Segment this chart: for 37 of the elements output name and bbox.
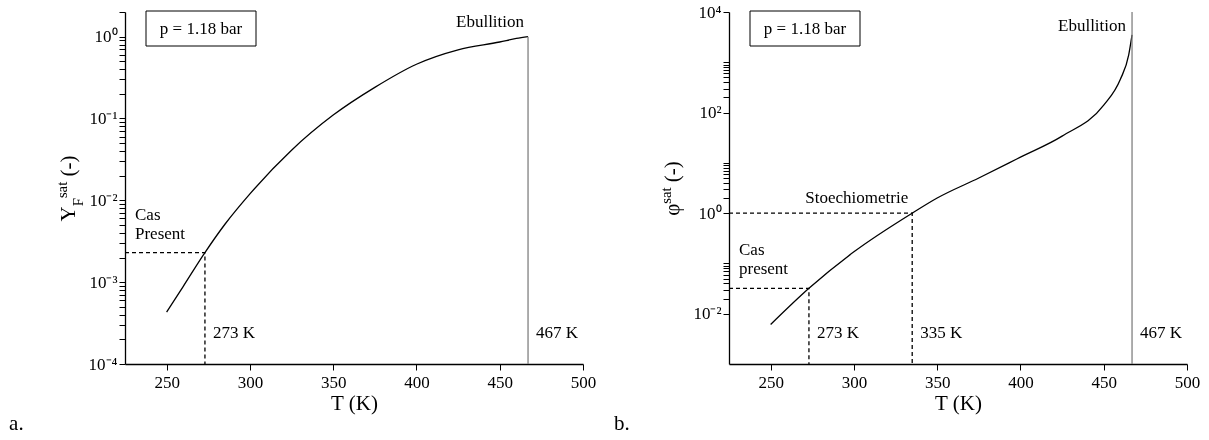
annotation: 273 K bbox=[212, 323, 256, 342]
annotation: Stoechiometrie bbox=[805, 188, 909, 208]
y-tick-label: 10⁰ bbox=[94, 27, 118, 47]
x-tick-label: 300 bbox=[841, 372, 868, 392]
x-tick-label: 300 bbox=[237, 372, 264, 392]
x-tick-label: 500 bbox=[1174, 372, 1201, 392]
y-tick-label: 10⁻² bbox=[89, 190, 118, 210]
x-tick-label: 250 bbox=[758, 372, 784, 392]
y-tick-label: 10⁻⁴ bbox=[88, 354, 118, 374]
x-axis-title: T (K) bbox=[331, 390, 378, 415]
y-tick-label: 10⁻³ bbox=[89, 272, 118, 292]
x-tick-label: 350 bbox=[320, 372, 347, 392]
y-tick-label: 10⁻¹ bbox=[89, 108, 118, 128]
text: a. bbox=[9, 411, 24, 435]
annotation: 467 K bbox=[1140, 323, 1183, 342]
annotation: Cas present bbox=[739, 240, 789, 279]
x-tick-label: 500 bbox=[570, 372, 597, 392]
x-tick-label: 450 bbox=[487, 372, 513, 392]
x-tick-label: 350 bbox=[924, 372, 951, 392]
y-tick-label: 10⁻² bbox=[693, 304, 722, 324]
annotation: 467 K bbox=[536, 323, 579, 342]
x-axis-title: T (K) bbox=[935, 390, 982, 415]
y-tick-label: 10⁴ bbox=[698, 2, 722, 22]
annotation: p = 1.18 bar bbox=[159, 19, 243, 38]
annotation: Cas Present bbox=[135, 204, 186, 243]
text: b. bbox=[613, 411, 630, 435]
y-tick-label: 10⁰ bbox=[698, 203, 722, 223]
annotation: Ebullition bbox=[456, 11, 525, 31]
annotation: p = 1.18 bar bbox=[763, 19, 847, 38]
x-tick-label: 400 bbox=[404, 372, 430, 392]
annotation: 335 K bbox=[920, 323, 963, 342]
annotation: 273 K bbox=[816, 323, 860, 342]
y-tick-label: 10² bbox=[699, 103, 722, 123]
annotation: Ebullition bbox=[1058, 16, 1127, 35]
x-tick-label: 450 bbox=[1091, 372, 1117, 392]
x-tick-label: 250 bbox=[154, 372, 180, 392]
x-tick-label: 400 bbox=[1008, 372, 1034, 392]
